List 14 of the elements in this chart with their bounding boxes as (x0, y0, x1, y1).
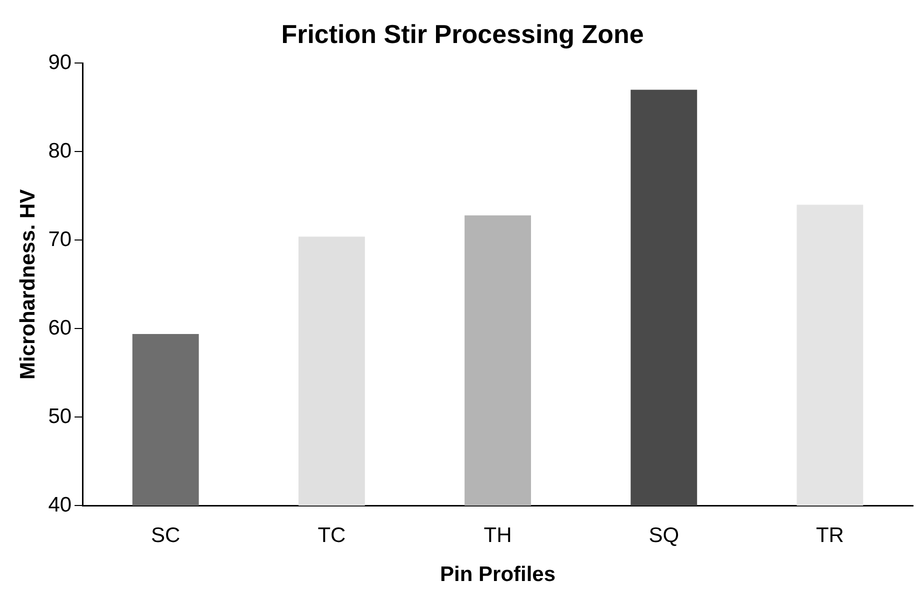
x-tick-label: SQ (648, 524, 680, 547)
x-tick-label: TH (484, 524, 512, 547)
x-tick-label: TC (318, 524, 346, 547)
y-tick-label: 40 (48, 493, 72, 516)
y-tick-label: 80 (48, 139, 72, 162)
x-tick-label: SC (151, 524, 180, 547)
y-tick-label: 90 (48, 50, 72, 74)
x-tick-label: TR (816, 524, 844, 547)
x-axis-title: Pin Profiles (440, 563, 556, 586)
y-tick-label: 60 (48, 316, 72, 340)
chart-title: Friction Stir Processing Zone (281, 18, 644, 49)
y-tick-label: 70 (48, 228, 72, 251)
y-axis-title: Microhardness. HV (16, 189, 40, 380)
y-tick-label: 50 (48, 404, 72, 428)
